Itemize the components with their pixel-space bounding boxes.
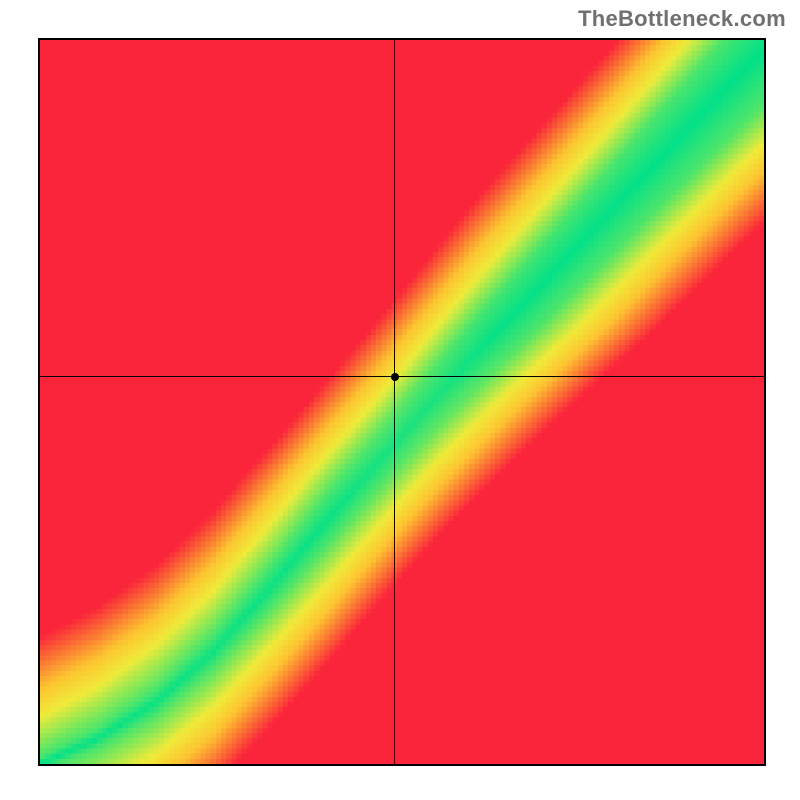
chart-container: TheBottleneck.com	[0, 0, 800, 800]
heatmap-canvas	[40, 40, 764, 764]
site-watermark: TheBottleneck.com	[578, 6, 786, 32]
bottleneck-heatmap	[38, 38, 766, 766]
